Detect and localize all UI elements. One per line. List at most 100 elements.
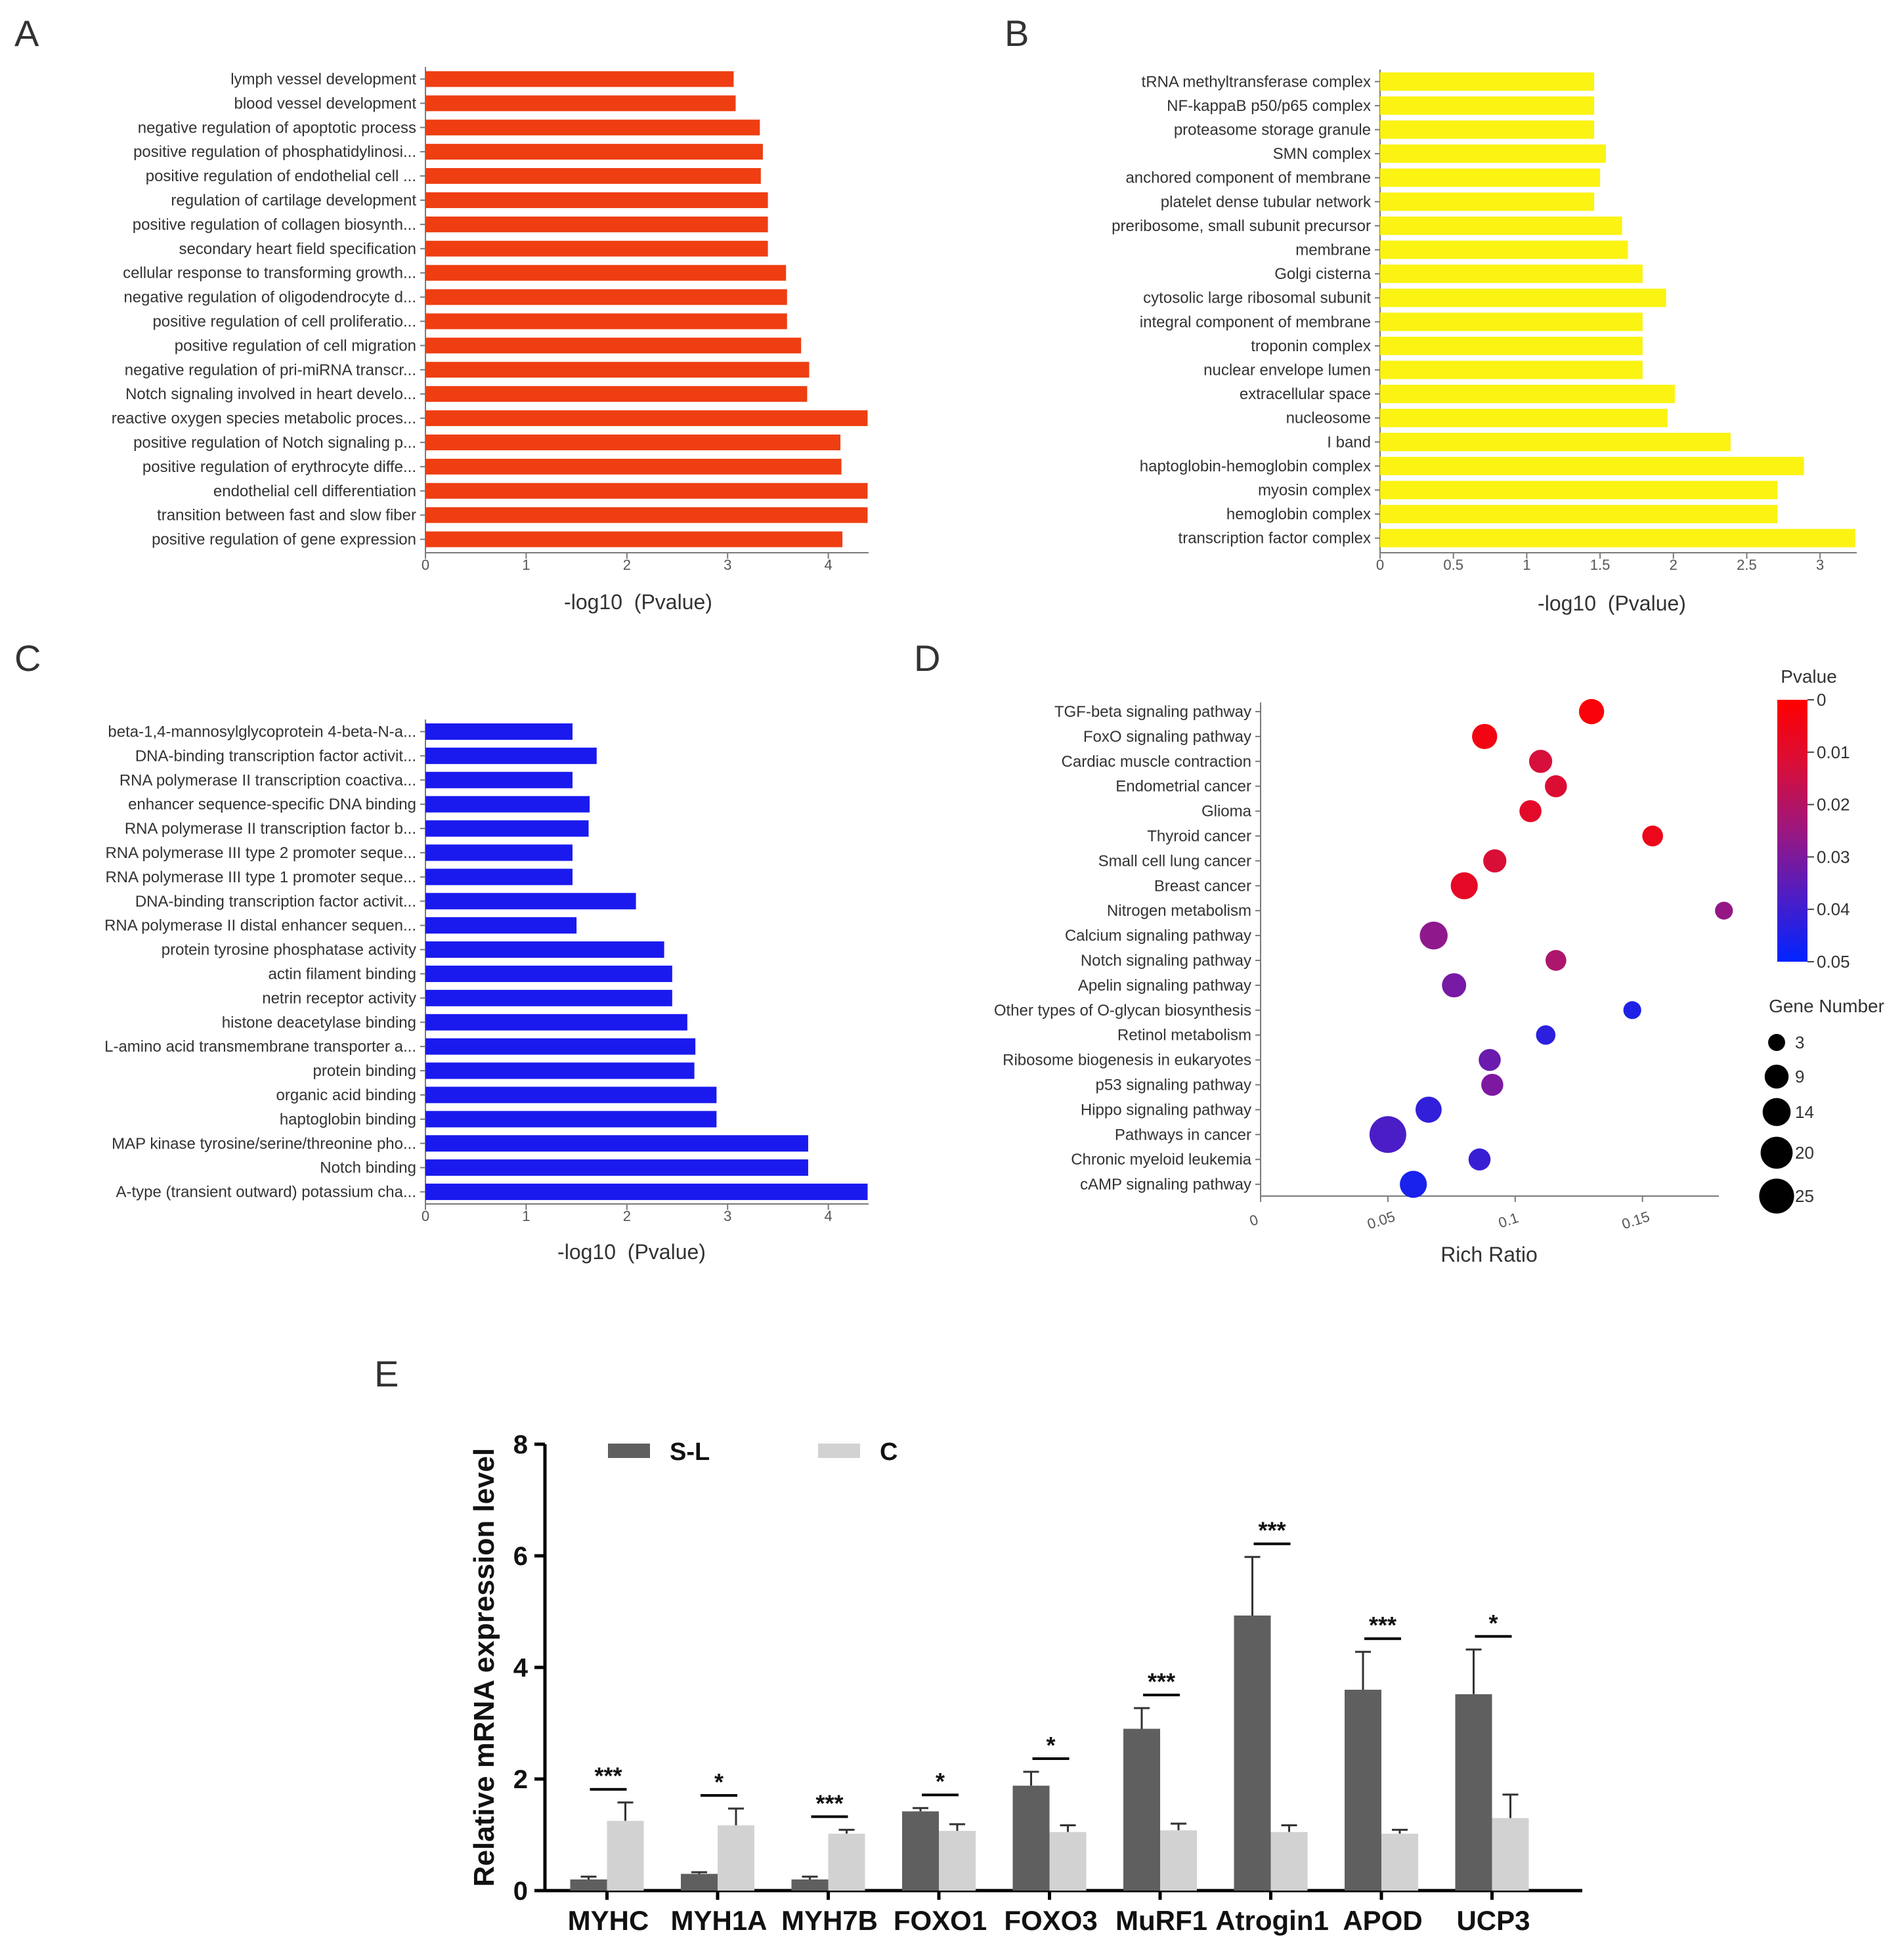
x-tick-label: 3 [724, 1208, 731, 1224]
category-label: RNA polymerase III type 2 promoter seque… [105, 844, 416, 862]
y-axis-title: Relative mRNA expression level [468, 1448, 500, 1887]
bubble [1623, 1001, 1641, 1019]
category-label: netrin receptor activity [262, 989, 416, 1007]
category-label: platelet dense tubular network [1161, 193, 1372, 211]
x-tick-label: 0 [422, 1208, 429, 1224]
pathway-label: Calcium signaling pathway [1065, 927, 1251, 945]
bar-c [1492, 1818, 1529, 1891]
x-tick-label: 2.5 [1737, 557, 1757, 573]
category-label: blood vessel development [234, 95, 416, 112]
category-label: transition between fast and slow fiber [157, 507, 416, 525]
category-label: Golgi cisterna [1274, 265, 1371, 283]
bar [425, 965, 672, 982]
bar [425, 1086, 717, 1104]
category-label: FOXO3 [1004, 1905, 1097, 1936]
bar [425, 531, 843, 547]
x-tick-label: 1 [522, 1208, 530, 1224]
x-tick-label: 3 [724, 557, 731, 573]
bubble [1419, 921, 1448, 950]
bar [1380, 72, 1595, 91]
significance-marker: *** [1258, 1517, 1286, 1544]
pathway-label: Small cell lung cancer [1098, 852, 1251, 870]
bubble [1528, 750, 1553, 773]
colorbar-tick-label: 0.02 [1817, 795, 1850, 815]
category-label: reactive oxygen species metabolic proces… [112, 410, 416, 427]
bar [1380, 408, 1668, 427]
bar [425, 941, 664, 958]
category-label: histone deacetylase binding [222, 1014, 416, 1031]
bar-c [1049, 1832, 1087, 1891]
bubble [1536, 1025, 1556, 1045]
bubble [1479, 1048, 1501, 1071]
bar-c [607, 1820, 644, 1891]
category-label: positive regulation of collagen biosynth… [133, 216, 416, 234]
bar [425, 362, 810, 378]
category-label: extracellular space [1240, 385, 1371, 403]
colorbar [1777, 700, 1807, 962]
bar [1380, 385, 1676, 404]
bar [425, 844, 573, 861]
bar [1380, 312, 1643, 332]
x-tick-label: 2 [623, 1208, 631, 1224]
bar [425, 313, 787, 330]
bar [425, 410, 868, 427]
bubble [1545, 775, 1567, 798]
panel-label-e: E [374, 1353, 399, 1394]
category-label: troponin complex [1251, 337, 1371, 355]
y-tick-label: 0 [513, 1877, 528, 1906]
significance-marker: *** [594, 1763, 622, 1790]
category-label: RNA polymerase II transcription coactiva… [119, 771, 416, 789]
bar [1380, 456, 1804, 475]
significance-marker: * [1046, 1732, 1055, 1759]
category-label: actin filament binding [269, 965, 416, 983]
bar [425, 119, 760, 136]
x-tick-label: 2 [1670, 557, 1677, 573]
x-tick-label: 0.15 [1620, 1208, 1651, 1232]
y-tick-label: 8 [513, 1430, 528, 1459]
pathway-label: Apelin signaling pathway [1078, 977, 1251, 995]
pathway-label: Notch signaling pathway [1081, 952, 1251, 970]
bar-c [1381, 1833, 1418, 1891]
category-label: APOD [1343, 1905, 1422, 1936]
category-label: myosin complex [1258, 482, 1371, 500]
size-legend-dot [1768, 1034, 1785, 1051]
bar [1380, 505, 1778, 524]
x-tick-label: 1 [1523, 557, 1530, 573]
pathway-label: Breast cancer [1154, 877, 1251, 895]
x-tick-label: 0 [1376, 557, 1384, 573]
category-label: MYHC [568, 1905, 649, 1936]
pathway-label: Glioma [1201, 803, 1252, 821]
category-label: nuclear envelope lumen [1203, 362, 1371, 379]
category-label: Atrogin1 [1215, 1905, 1329, 1936]
pathway-label: p53 signaling pathway [1095, 1077, 1251, 1094]
pathway-label: Other types of O-glycan biosynthesis [994, 1002, 1251, 1019]
size-legend-dot [1762, 1098, 1791, 1126]
bar [425, 289, 787, 305]
bar-c [1160, 1830, 1197, 1891]
category-label: A-type (transient outward) potassium cha… [116, 1184, 416, 1201]
category-label: preribosome, small subunit precursor [1112, 217, 1371, 235]
x-tick-label: 0 [1247, 1211, 1260, 1230]
bar [425, 771, 573, 788]
legend-swatch-sl [608, 1444, 650, 1458]
category-label: tRNA methyltransferase complex [1142, 73, 1371, 91]
bar [425, 1038, 696, 1055]
colorbar-tick-label: 0 [1817, 690, 1826, 710]
category-label: positive regulation of endothelial cell … [146, 167, 416, 185]
category-label: positive regulation of Notch signaling p… [133, 434, 416, 452]
category-label: FOXO1 [894, 1905, 987, 1936]
x-tick-label: 3 [1816, 557, 1824, 573]
category-label: MAP kinase tyrosine/serine/threonine pho… [112, 1135, 416, 1153]
bubble [1481, 1073, 1504, 1096]
bar [1380, 360, 1643, 379]
bar [1380, 240, 1628, 259]
category-label: UCP3 [1456, 1905, 1530, 1936]
category-label: I band [1327, 433, 1371, 451]
bar-sl [791, 1879, 829, 1891]
pathway-label: Nitrogen metabolism [1107, 902, 1251, 920]
category-label: protein binding [313, 1062, 416, 1080]
bar [1380, 168, 1601, 187]
bar [1380, 336, 1643, 355]
x-tick-label: 4 [825, 557, 833, 573]
colorbar-title: Pvalue [1781, 666, 1837, 687]
